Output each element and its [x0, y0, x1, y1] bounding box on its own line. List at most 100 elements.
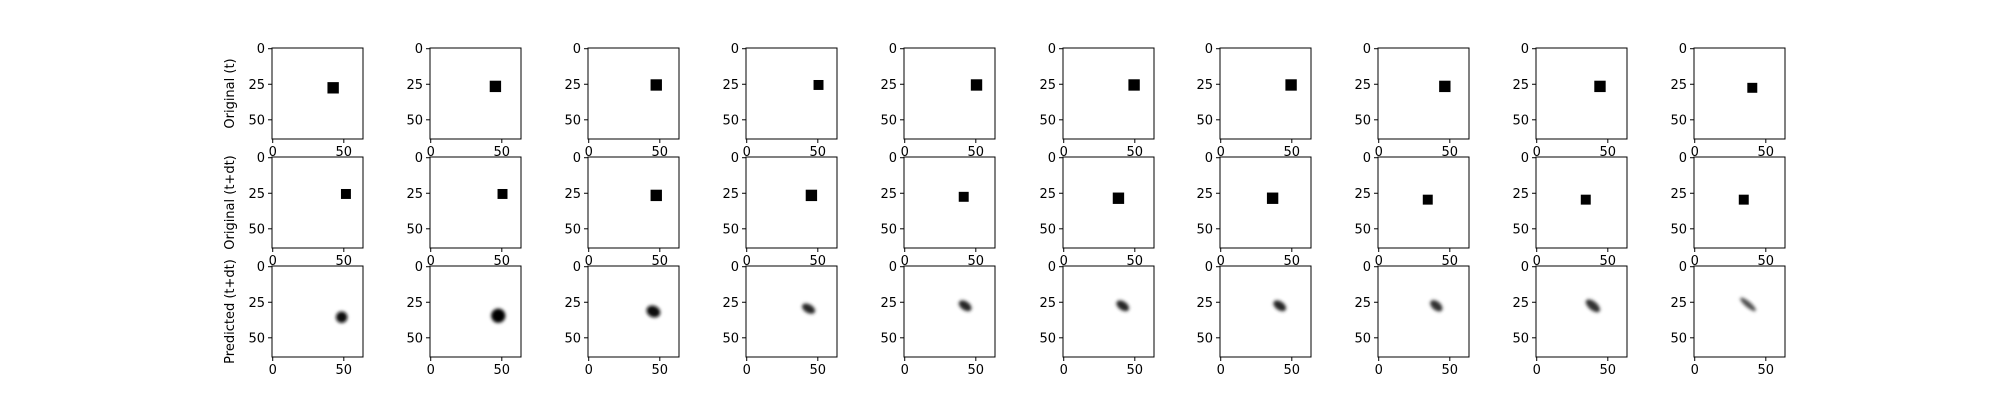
y-tick-label: 0 — [889, 42, 897, 57]
x-tick-label: 50 — [336, 254, 353, 269]
x-tick-label: 0 — [901, 363, 909, 378]
y-tick-label: 0 — [1521, 42, 1529, 57]
subplot-panel: 0 25 50 0 50 — [1039, 151, 1155, 269]
y-tick-label: 25 — [1039, 296, 1056, 311]
y-tick-label: 25 — [1196, 187, 1213, 202]
y-tick-label: 50 — [1039, 222, 1056, 237]
y-tick-label: 25 — [248, 187, 265, 202]
predicted-blob — [958, 300, 972, 312]
y-tick-label: 0 — [731, 260, 739, 275]
predicted-blob — [802, 303, 816, 314]
x-tick-label: 0 — [1060, 145, 1068, 160]
image-area — [1063, 266, 1154, 357]
x-tick-label: 0 — [585, 363, 593, 378]
axes-frame — [1062, 265, 1155, 358]
y-tick-label: 50 — [1354, 222, 1371, 237]
predicted-blob — [491, 308, 506, 323]
subplot-panel: 0 25 50 0 50 — [880, 260, 996, 378]
subplot-panel: 0 25 50 0 50 — [1512, 260, 1628, 378]
subplot-panel: 0 25 50 0 50 — [1196, 42, 1312, 160]
image-area — [1378, 48, 1469, 139]
y-tick-label: 0 — [1205, 42, 1213, 57]
x-tick-label: 50 — [1600, 145, 1617, 160]
axes-frame — [271, 156, 364, 249]
y-tick-label: 25 — [722, 187, 739, 202]
square-object — [1266, 192, 1279, 204]
subplot-panel: 0 25 50 0 50 — [1196, 151, 1312, 269]
image-area — [588, 48, 679, 139]
y-tick-label: 0 — [731, 151, 739, 166]
axes-frame — [1693, 156, 1786, 249]
axes-frame — [1377, 47, 1470, 140]
y-tick-label: 0 — [1363, 260, 1371, 275]
x-tick-label: 0 — [1217, 145, 1225, 160]
x-tick-label: 50 — [1127, 254, 1144, 269]
x-tick-label: 0 — [269, 254, 277, 269]
subplot-panel: 0 25 50 0 50 — [1512, 42, 1628, 160]
x-tick-label: 50 — [494, 254, 511, 269]
x-tick-label: 0 — [1060, 363, 1068, 378]
x-tick-label: 50 — [652, 145, 669, 160]
square-object — [1128, 79, 1140, 91]
y-tick-label: 25 — [564, 78, 581, 93]
image-area — [1063, 157, 1154, 248]
x-tick-label: 50 — [1284, 145, 1301, 160]
axes-frame — [271, 47, 364, 140]
x-tick-label: 0 — [743, 363, 751, 378]
y-tick-label: 25 — [248, 296, 265, 311]
y-tick-label: 50 — [1512, 331, 1529, 346]
y-tick-label: 0 — [889, 151, 897, 166]
square-object — [813, 79, 824, 90]
y-tick-label: 50 — [722, 113, 739, 128]
subplot-panel: 0 25 50 0 50 — [1354, 42, 1470, 160]
y-tick-label: 50 — [880, 222, 897, 237]
y-tick-label: 25 — [1670, 296, 1687, 311]
y-tick-label: 0 — [1679, 42, 1687, 57]
x-tick-label: 50 — [494, 145, 511, 160]
y-tick-label: 50 — [564, 222, 581, 237]
subplot-panel: 0 25 50 0 50 — [1354, 151, 1470, 269]
axes-frame — [1219, 47, 1312, 140]
x-tick-label: 0 — [585, 145, 593, 160]
y-tick-label: 25 — [1196, 296, 1213, 311]
y-tick-label: 0 — [415, 260, 423, 275]
image-area — [904, 157, 995, 248]
x-tick-label: 50 — [1284, 254, 1301, 269]
y-tick-label: 25 — [1196, 78, 1213, 93]
row-labels: Original (t) Original (t+dt) Predicted (t+… — [223, 58, 238, 363]
y-tick-label: 50 — [1039, 331, 1056, 346]
subplot-panel: 0 25 50 0 50 — [248, 42, 364, 160]
y-tick-label: 50 — [1512, 222, 1529, 237]
square-object — [650, 79, 662, 91]
image-area — [1220, 48, 1311, 139]
subplot-panel: 0 25 50 0 50 — [564, 151, 680, 269]
x-tick-label: 50 — [336, 363, 353, 378]
y-tick-label: 0 — [1048, 42, 1056, 57]
y-tick-label: 25 — [564, 187, 581, 202]
image-area — [1378, 266, 1469, 357]
predicted-blob — [1273, 300, 1287, 312]
square-object — [489, 80, 502, 93]
square-object — [650, 189, 662, 202]
y-tick-label: 0 — [731, 42, 739, 57]
y-tick-label: 50 — [1670, 222, 1687, 237]
y-tick-label: 50 — [1196, 222, 1213, 237]
square-object — [970, 79, 983, 91]
y-tick-label: 0 — [573, 151, 581, 166]
square-object — [1422, 194, 1433, 205]
y-tick-label: 50 — [1512, 113, 1529, 128]
y-tick-label: 50 — [1670, 331, 1687, 346]
axes-frame — [1693, 47, 1786, 140]
x-tick-label: 50 — [1758, 145, 1775, 160]
y-tick-label: 0 — [573, 42, 581, 57]
y-tick-label: 0 — [573, 260, 581, 275]
y-tick-label: 50 — [406, 331, 423, 346]
image-area — [746, 266, 837, 357]
subplot-panel: 0 25 50 0 50 — [406, 151, 522, 269]
image-area — [272, 157, 363, 248]
y-tick-label: 0 — [1521, 151, 1529, 166]
image-area — [1694, 48, 1785, 139]
square-object — [1285, 79, 1297, 91]
x-tick-label: 0 — [1691, 254, 1699, 269]
